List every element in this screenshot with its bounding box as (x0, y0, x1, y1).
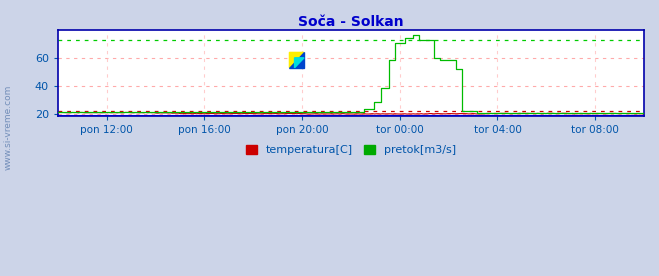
Title: Soča - Solkan: Soča - Solkan (298, 15, 404, 29)
Legend: temperatura[C], pretok[m3/s]: temperatura[C], pretok[m3/s] (241, 140, 461, 160)
Polygon shape (289, 52, 304, 68)
Polygon shape (295, 58, 304, 68)
Text: www.si-vreme.com: www.si-vreme.com (4, 84, 13, 170)
Polygon shape (289, 52, 304, 68)
